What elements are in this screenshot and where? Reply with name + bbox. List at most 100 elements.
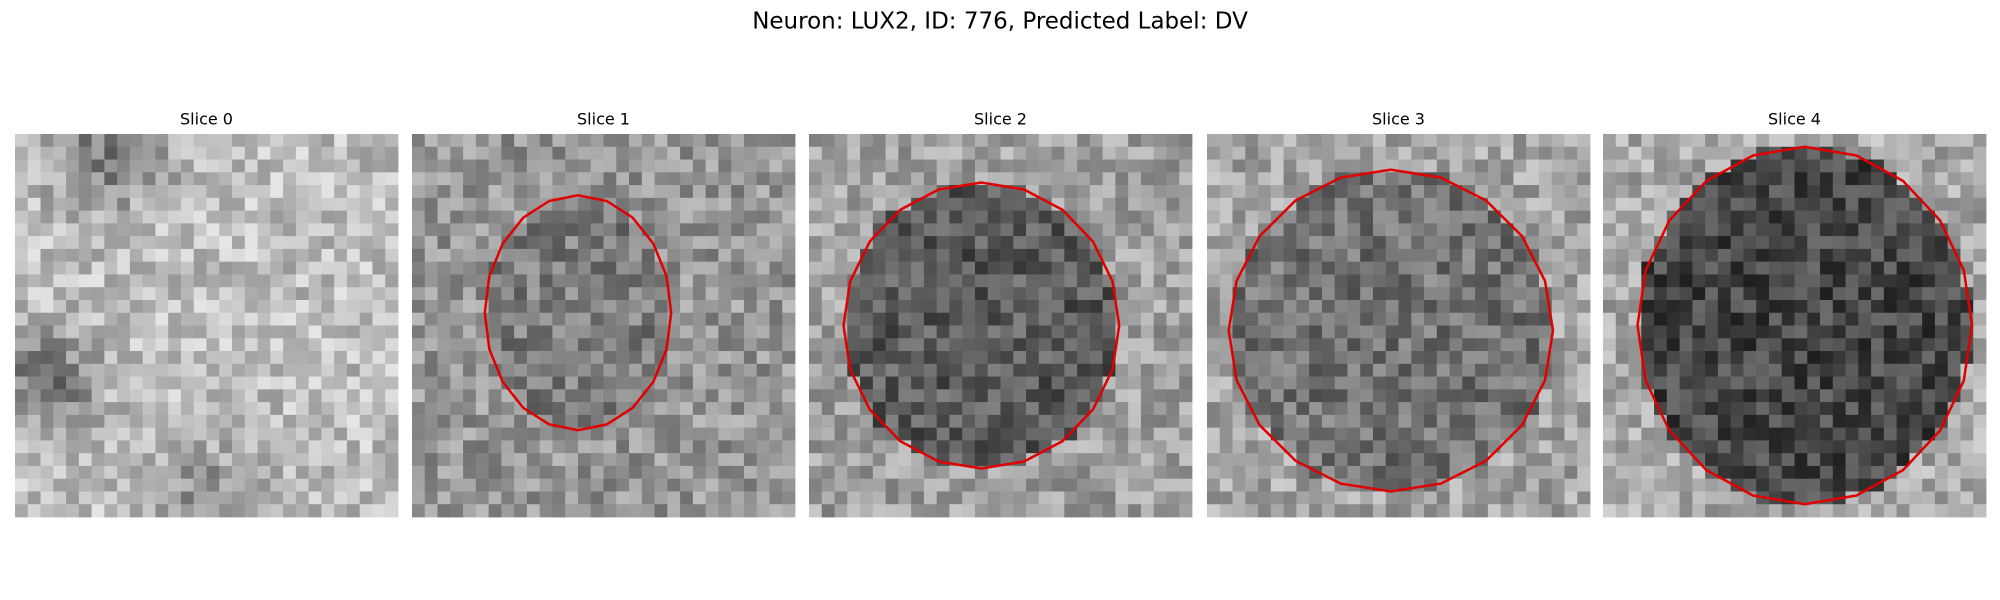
pixel xyxy=(1309,248,1323,263)
pixel xyxy=(1641,210,1655,224)
pixel xyxy=(782,159,796,173)
pixel xyxy=(372,248,386,263)
pixel xyxy=(450,197,464,211)
pixel xyxy=(1628,223,1642,237)
pixel xyxy=(1077,146,1091,160)
pixel xyxy=(949,363,963,377)
pixel xyxy=(962,261,976,275)
pixel xyxy=(1883,338,1898,352)
pixel xyxy=(437,236,451,250)
pixel xyxy=(731,414,745,429)
pixel xyxy=(142,389,156,403)
pixel xyxy=(1960,402,1974,416)
pixel xyxy=(1538,146,1553,160)
pixel xyxy=(1283,351,1297,365)
pixel xyxy=(1641,185,1655,199)
pixel xyxy=(1207,491,1221,505)
pixel xyxy=(206,287,220,301)
pixel xyxy=(385,376,399,390)
pixel xyxy=(1064,338,1078,352)
panel-title: Slice 3 xyxy=(1372,110,1425,129)
pixel xyxy=(78,376,92,390)
pixel xyxy=(1820,491,1834,505)
pixel xyxy=(1960,248,1974,263)
pixel xyxy=(1960,491,1974,505)
pixel xyxy=(1947,504,1961,518)
pixel xyxy=(40,248,54,263)
pixel xyxy=(463,491,477,505)
pixel xyxy=(270,210,284,224)
pixel xyxy=(1628,134,1642,148)
pixel xyxy=(1360,274,1374,288)
pixel xyxy=(295,312,310,326)
pixel xyxy=(244,465,258,480)
pixel xyxy=(834,248,848,263)
pixel xyxy=(206,363,220,377)
pixel xyxy=(412,146,426,160)
pixel xyxy=(1166,172,1180,186)
pixel xyxy=(1973,210,1987,224)
pixel xyxy=(1128,146,1142,160)
pixel xyxy=(1513,223,1527,237)
pixel xyxy=(769,261,783,275)
pixel xyxy=(1449,491,1463,505)
pixel xyxy=(667,414,681,429)
pixel xyxy=(66,299,80,314)
pixel xyxy=(923,261,938,275)
pixel xyxy=(1424,465,1438,480)
pixel xyxy=(78,440,92,454)
pixel xyxy=(974,185,989,199)
pixel xyxy=(1845,134,1859,148)
pixel xyxy=(1140,351,1155,365)
pixel xyxy=(206,465,220,480)
pixel xyxy=(488,210,502,224)
pixel xyxy=(1475,376,1489,390)
pixel xyxy=(1756,197,1770,211)
pixel xyxy=(898,491,912,505)
pixel xyxy=(1179,197,1193,211)
pixel xyxy=(782,197,796,211)
pixel xyxy=(1973,274,1987,288)
pixel xyxy=(1973,312,1987,326)
pixel xyxy=(295,338,310,352)
pixel xyxy=(898,172,912,186)
pixel xyxy=(257,351,271,365)
pixel xyxy=(1922,325,1936,339)
pixel xyxy=(1232,185,1246,199)
pixel xyxy=(91,478,105,492)
pixel xyxy=(53,478,67,492)
pixel xyxy=(1730,351,1744,365)
pixel xyxy=(1960,159,1974,173)
pixel xyxy=(1603,363,1617,377)
pixel xyxy=(1347,491,1361,505)
pixel xyxy=(1807,338,1821,352)
pixel xyxy=(1794,274,1808,288)
pixel xyxy=(1500,236,1514,250)
pixel xyxy=(1128,440,1142,454)
pixel xyxy=(53,363,67,377)
pixel xyxy=(1372,338,1387,352)
pixel xyxy=(1832,299,1846,314)
pixel xyxy=(577,159,592,173)
pixel xyxy=(1832,504,1846,518)
pixel xyxy=(1513,402,1527,416)
pixel xyxy=(1128,325,1142,339)
pixel xyxy=(1832,402,1846,416)
pixel xyxy=(1717,325,1732,339)
pixel xyxy=(641,210,655,224)
pixel xyxy=(898,248,912,263)
pixel xyxy=(308,351,322,365)
pixel xyxy=(1372,325,1387,339)
pixel xyxy=(1385,312,1399,326)
pixel xyxy=(1526,299,1540,314)
pixel xyxy=(1858,248,1872,263)
pixel xyxy=(78,159,92,173)
pixel xyxy=(1089,299,1104,314)
pixel xyxy=(334,453,348,467)
pixel xyxy=(1334,351,1348,365)
pixel xyxy=(450,146,464,160)
pixel xyxy=(308,185,322,199)
pixel xyxy=(1166,197,1180,211)
pixel xyxy=(834,338,848,352)
pixel xyxy=(1526,134,1540,148)
